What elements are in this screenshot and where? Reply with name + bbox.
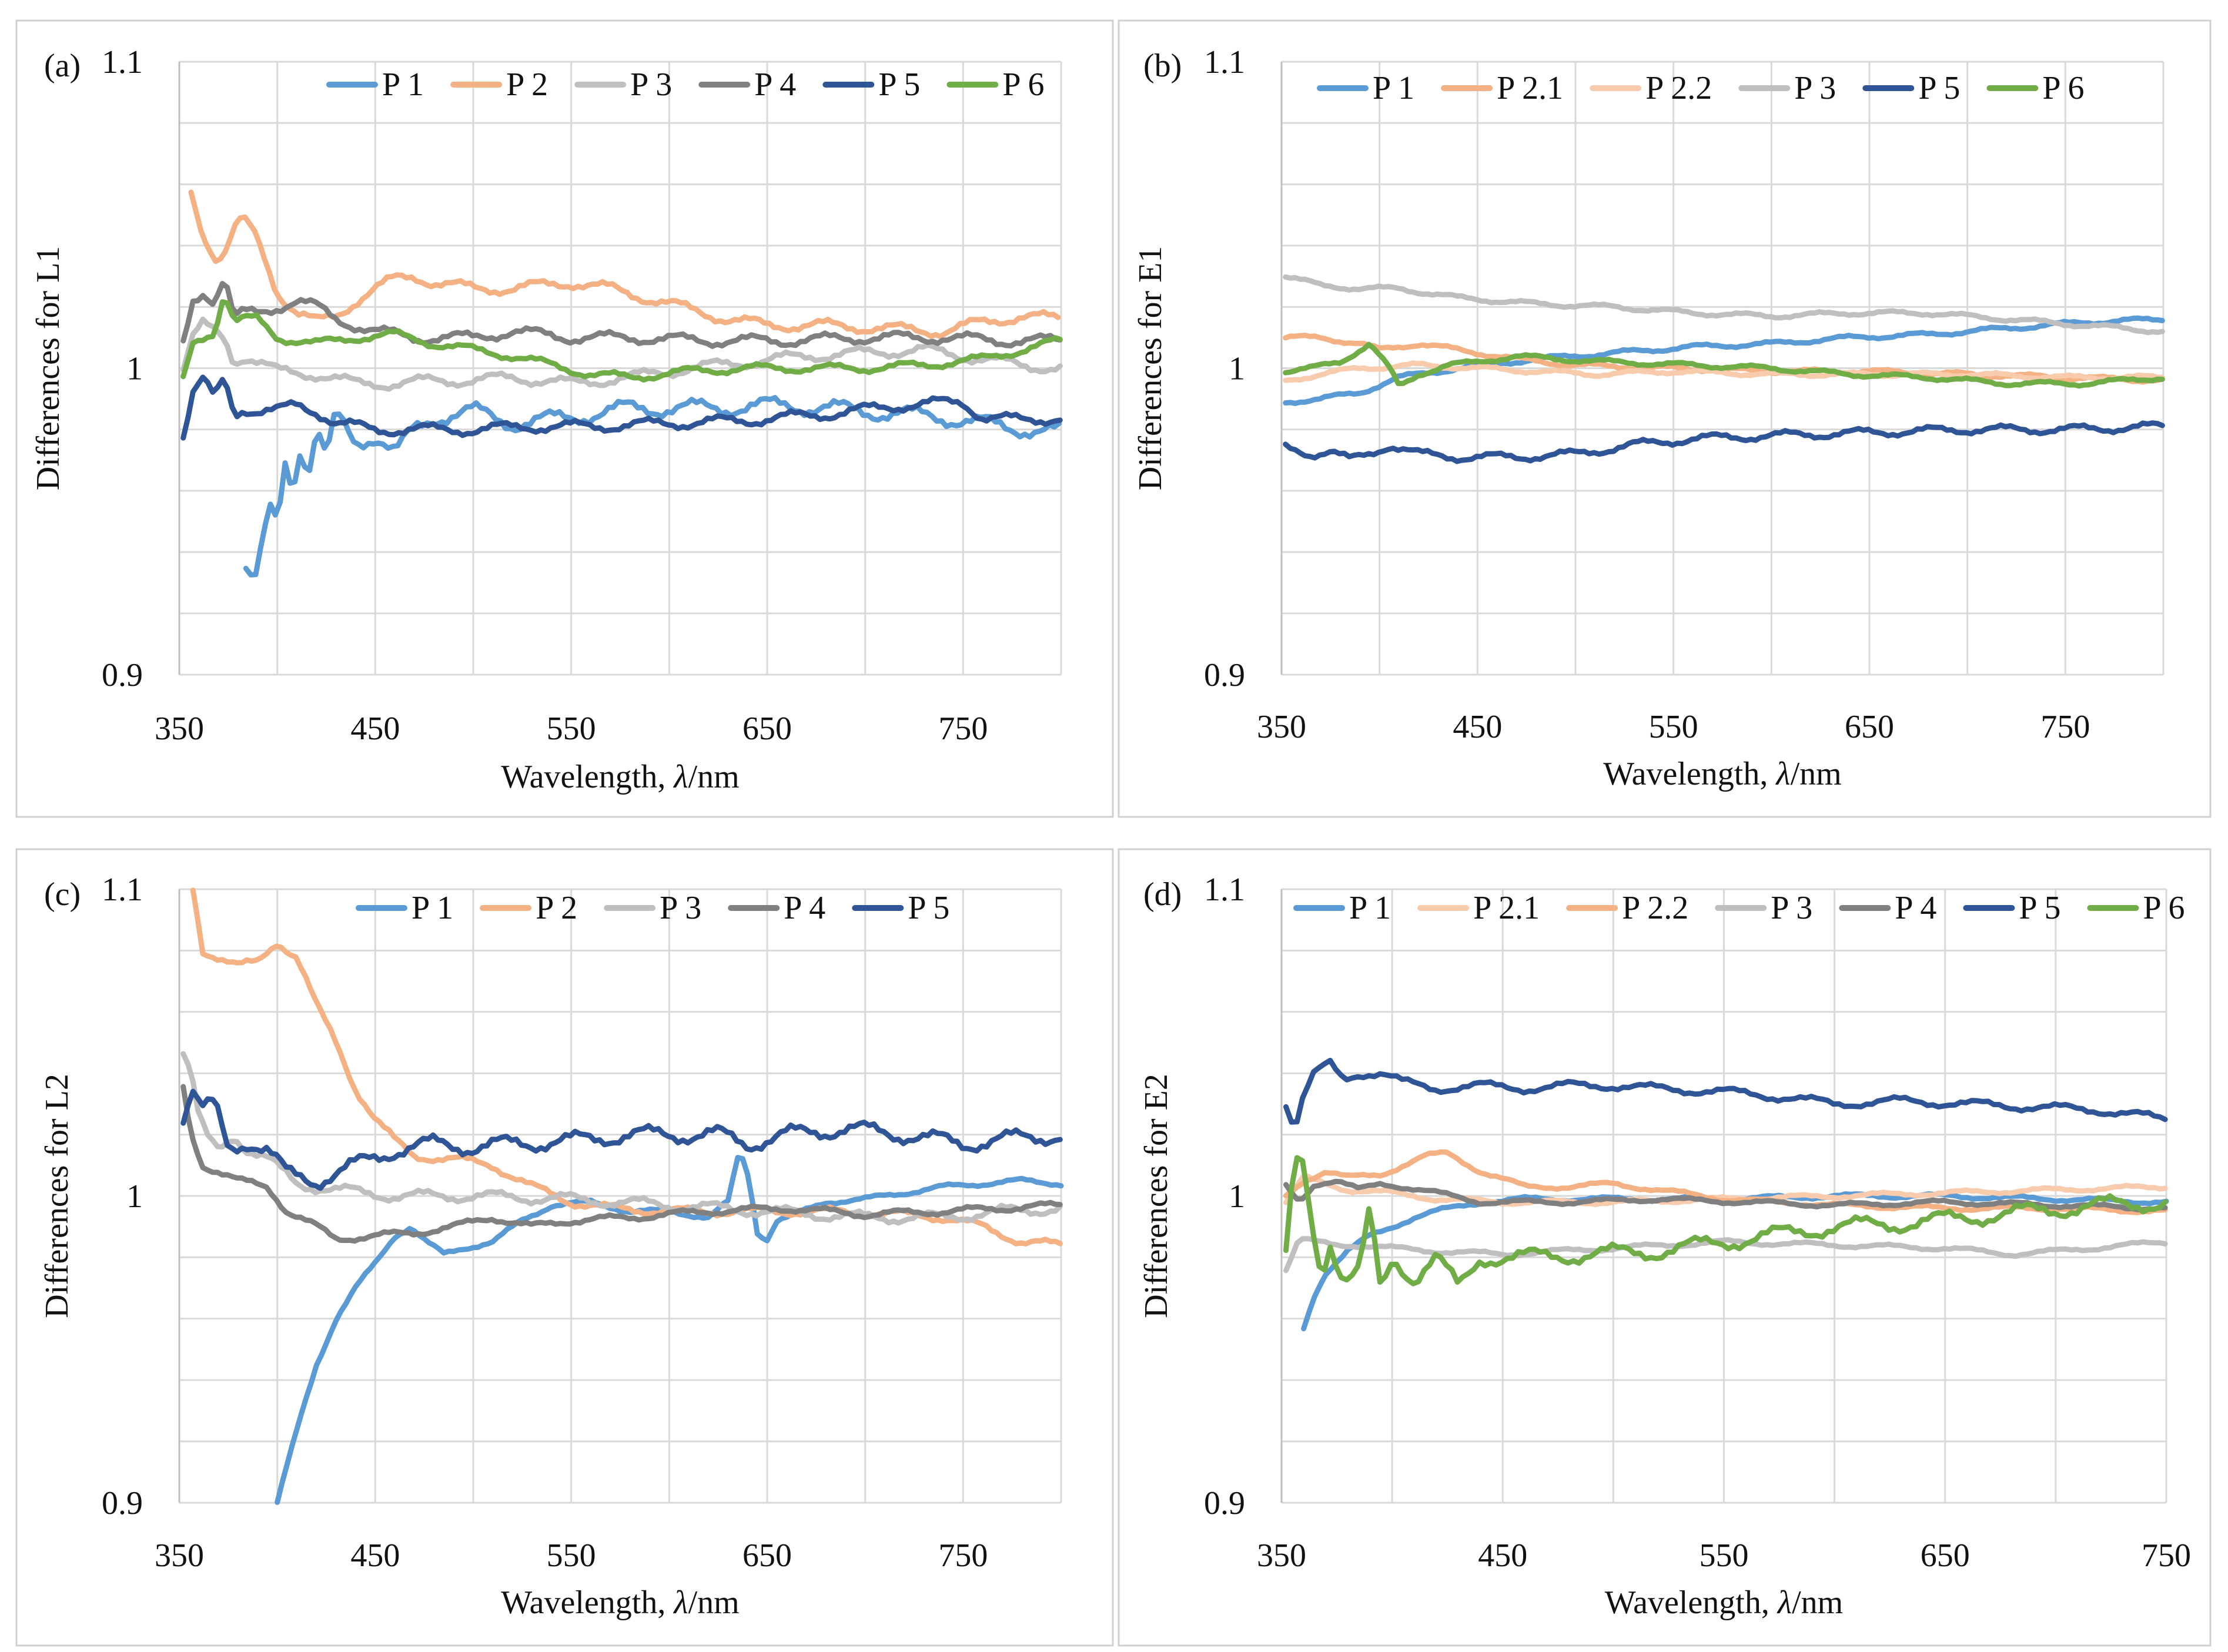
legend-label: P 2.1 xyxy=(1497,70,1563,106)
x-tick-label: 650 xyxy=(1921,1537,1970,1574)
y-tick-label: 0.9 xyxy=(102,657,143,693)
legend-label: P 2.2 xyxy=(1622,890,1688,926)
series-line xyxy=(1283,341,2165,389)
legend-label: P 3 xyxy=(630,66,672,103)
x-tick-label: 650 xyxy=(1845,709,1894,745)
x-tick-label: 350 xyxy=(1257,1537,1306,1574)
x-tick-label: 650 xyxy=(742,1537,792,1574)
x-axis-label: Wavelength, λ/nm xyxy=(1605,1584,1843,1621)
legend-label: P 2 xyxy=(536,890,577,926)
series-line xyxy=(180,281,1063,349)
legend-label: P 5 xyxy=(878,66,920,103)
y-axis-label: Differences for E1 xyxy=(1132,246,1169,491)
series-line xyxy=(180,1051,1063,1226)
y-tick-label: 1 xyxy=(126,1178,143,1215)
y-tick-label: 1 xyxy=(1229,1178,1245,1215)
y-axis-label: Differences for L2 xyxy=(39,1074,75,1318)
x-tick-label: 550 xyxy=(547,711,596,747)
chart-panel-3: (d) 0.9 1 1.1 350 450 550 650 750 Differences for… xyxy=(1138,872,2191,1621)
y-tick-label: 0.9 xyxy=(1204,657,1245,693)
y-tick-label: 1.1 xyxy=(102,44,143,81)
legend-label: P 5 xyxy=(1918,70,1960,106)
x-tick-label: 350 xyxy=(155,1537,204,1574)
y-tick-label: 1.1 xyxy=(102,872,143,908)
panel-frame-d xyxy=(1118,848,2212,1647)
legend-label: P 2 xyxy=(506,66,548,103)
legend-label: P 2.1 xyxy=(1473,890,1540,926)
legend-label: P 6 xyxy=(1002,66,1044,103)
y-tick-label: 1.1 xyxy=(1204,872,1245,908)
panel-frame-b xyxy=(1118,19,2212,818)
x-tick-label: 750 xyxy=(2040,709,2090,745)
x-tick-label: 750 xyxy=(938,711,988,747)
series-line xyxy=(1283,1155,2168,1286)
panel-label: (d) xyxy=(1143,876,1182,913)
series-line xyxy=(1283,1057,2168,1125)
chart-panel-0: (a) 0.9 1 1.1 350 450 550 650 750 Differences for… xyxy=(30,44,1063,795)
legend-label: P 1 xyxy=(382,66,424,103)
x-axis-label: Wavelength, λ/nm xyxy=(501,1584,739,1621)
series-line xyxy=(1283,1236,2168,1274)
y-tick-label: 0.9 xyxy=(102,1485,143,1522)
series-line xyxy=(1283,420,2165,464)
y-tick-label: 1 xyxy=(126,351,143,387)
legend-label: P 3 xyxy=(1771,890,1812,926)
x-tick-label: 750 xyxy=(938,1537,988,1574)
series-line xyxy=(180,316,1063,392)
x-tick-label: 350 xyxy=(155,711,204,747)
legend-label: P 5 xyxy=(908,890,949,926)
legend-label: P 1 xyxy=(1349,890,1391,926)
legend-label: P 4 xyxy=(1895,890,1936,926)
legend-label: P 3 xyxy=(1794,70,1836,106)
legend-label: P 4 xyxy=(784,890,825,926)
series-line xyxy=(243,395,1062,578)
y-tick-label: 1.1 xyxy=(1204,44,1245,81)
legend-label: P 1 xyxy=(412,890,453,926)
x-tick-label: 750 xyxy=(2142,1537,2191,1574)
x-axis-label: Wavelength, λ/nm xyxy=(501,759,739,795)
legend-label: P 4 xyxy=(754,66,796,103)
series-line xyxy=(1283,1178,2168,1212)
x-axis-label: Wavelength, λ/nm xyxy=(1603,756,1841,792)
legend-label: P 6 xyxy=(2042,70,2084,106)
legend-label: P 3 xyxy=(660,890,701,926)
series-line xyxy=(180,374,1063,441)
series-line xyxy=(1283,274,2165,336)
panel-frame-c xyxy=(15,848,1114,1647)
series-line xyxy=(1283,360,2165,383)
chart-panel-1: (b) 0.9 1 1.1 350 450 550 650 750 Differences for… xyxy=(1132,44,2165,792)
x-tick-label: 450 xyxy=(350,711,400,747)
legend-label: P 5 xyxy=(2019,890,2060,926)
panel-label: (a) xyxy=(44,48,81,84)
legend-label: P 1 xyxy=(1373,70,1414,106)
legend-label: P 6 xyxy=(2143,890,2184,926)
panel-label: (b) xyxy=(1143,48,1182,84)
panel-frame-a xyxy=(15,19,1114,818)
y-tick-label: 0.9 xyxy=(1204,1485,1245,1522)
x-tick-label: 550 xyxy=(1700,1537,1749,1574)
panel-label: (c) xyxy=(44,876,81,913)
series-line xyxy=(1283,1174,2168,1208)
x-tick-label: 550 xyxy=(1649,709,1698,745)
chart-panel-2: (c) 0.9 1 1.1 350 450 550 650 750 Differences for… xyxy=(39,872,1064,1621)
series-line xyxy=(180,299,1063,383)
x-tick-label: 650 xyxy=(742,711,792,747)
y-tick-label: 1 xyxy=(1229,351,1245,387)
y-axis-label: Differences for L1 xyxy=(30,246,66,491)
series-line xyxy=(180,1088,1063,1191)
series-line xyxy=(180,1084,1063,1244)
x-tick-label: 450 xyxy=(1478,1537,1527,1574)
x-tick-label: 350 xyxy=(1257,709,1306,745)
legend-label: P 2.2 xyxy=(1645,70,1712,106)
y-axis-label: Differences for E2 xyxy=(1138,1074,1175,1318)
x-tick-label: 550 xyxy=(547,1537,596,1574)
x-tick-label: 450 xyxy=(350,1537,400,1574)
x-tick-label: 450 xyxy=(1453,709,1502,745)
